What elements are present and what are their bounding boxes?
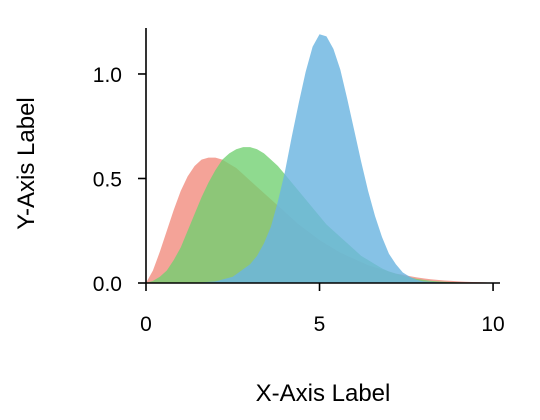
y-tick-label: 0.0 [93,273,122,296]
y-tick-label: 1.0 [93,64,122,87]
axes-layer [145,28,500,284]
x-tick-label: 0 [140,313,152,336]
x-axis-title: X-Axis Label [256,380,391,407]
x-tick-label: 5 [314,313,326,336]
y-axis-title: Y-Axis Label [13,97,40,230]
areas-layer [146,34,494,283]
area-series-3 [146,34,494,283]
area-series-2 [146,147,494,283]
y-tick-label: 0.5 [93,168,122,191]
ticks-layer: 0 5 10 0.0 0.5 1.0 [93,64,505,336]
x-tick-label: 10 [481,313,504,336]
